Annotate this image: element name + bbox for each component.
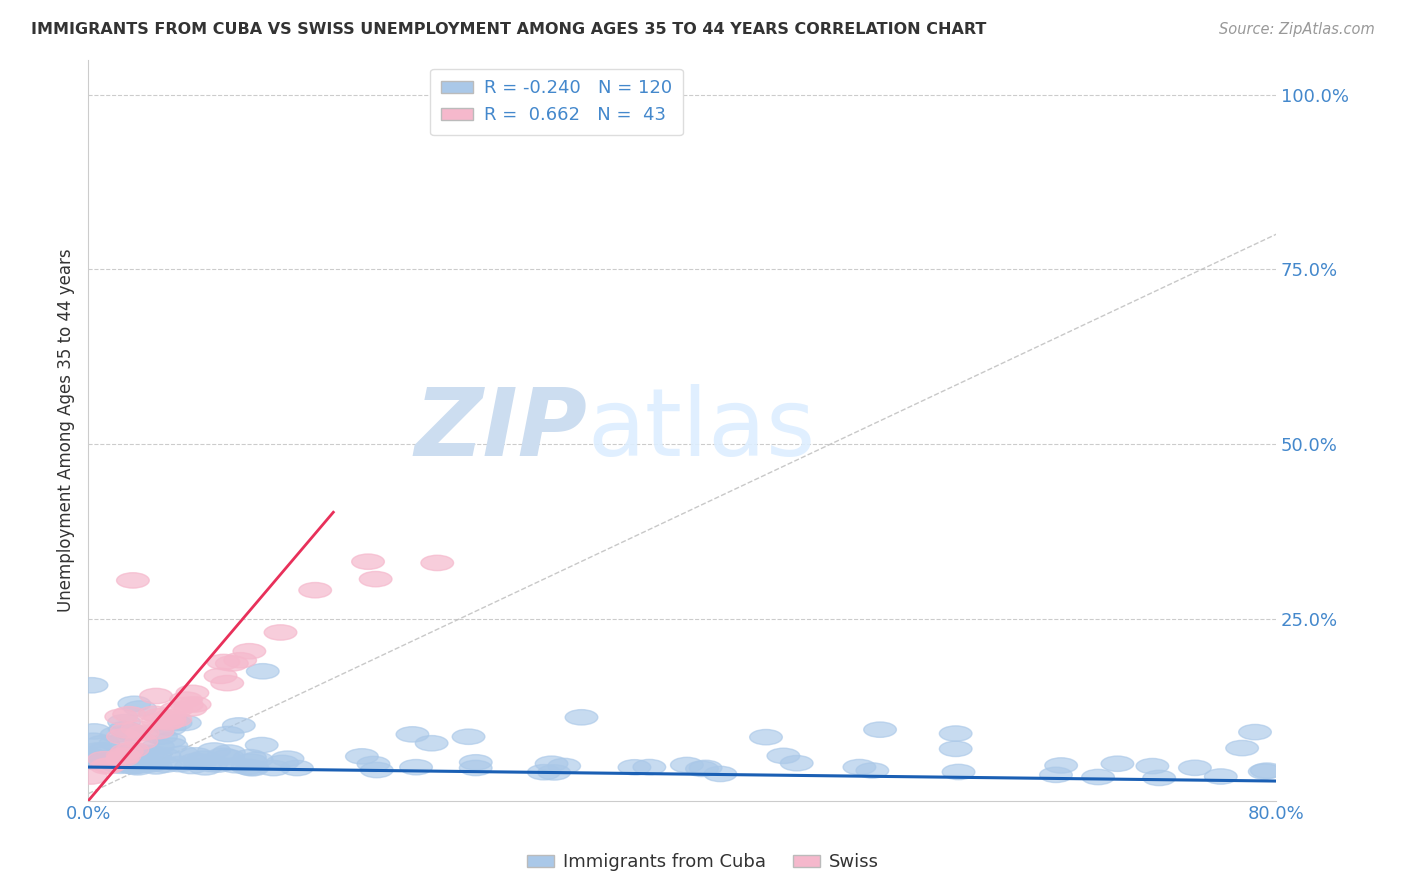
- Legend: R = -0.240   N = 120, R =  0.662   N =  43: R = -0.240 N = 120, R = 0.662 N = 43: [430, 69, 683, 136]
- Text: IMMIGRANTS FROM CUBA VS SWISS UNEMPLOYMENT AMONG AGES 35 TO 44 YEARS CORRELATION: IMMIGRANTS FROM CUBA VS SWISS UNEMPLOYME…: [31, 22, 986, 37]
- Legend: Immigrants from Cuba, Swiss: Immigrants from Cuba, Swiss: [520, 847, 886, 879]
- Text: ZIP: ZIP: [415, 384, 588, 476]
- Text: atlas: atlas: [588, 384, 815, 476]
- Y-axis label: Unemployment Among Ages 35 to 44 years: Unemployment Among Ages 35 to 44 years: [58, 248, 75, 612]
- Text: Source: ZipAtlas.com: Source: ZipAtlas.com: [1219, 22, 1375, 37]
